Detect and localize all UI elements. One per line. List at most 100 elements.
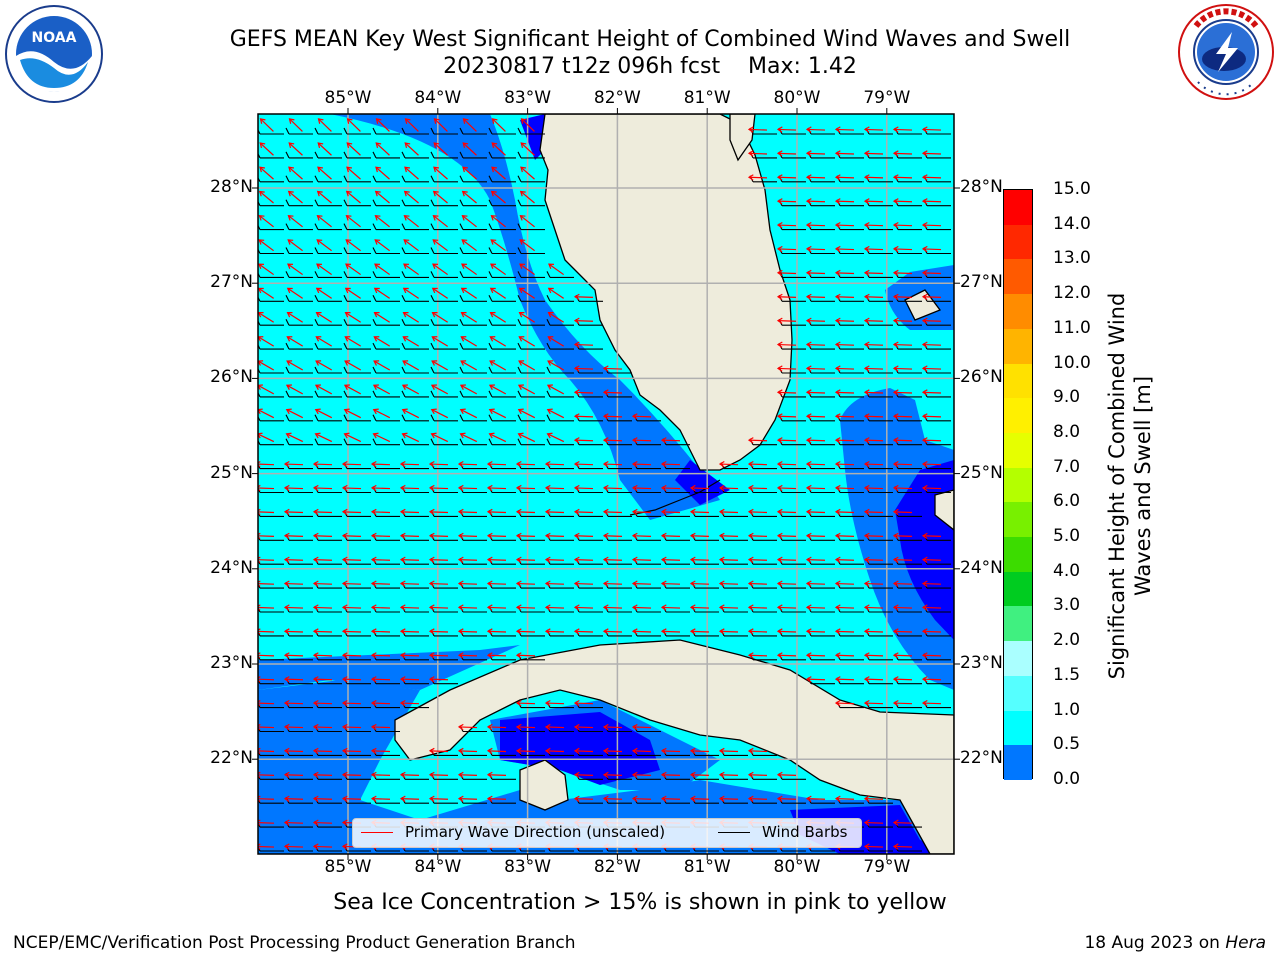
- wave-arrow-head: [689, 795, 696, 802]
- wave-arrow-head: [399, 484, 406, 492]
- wave-direction-arrow: [490, 312, 507, 323]
- wave-direction-arrow: [835, 224, 855, 227]
- wave-arrow-head: [892, 604, 899, 611]
- wave-arrow-head: [573, 437, 580, 444]
- wave-arrow-head: [515, 604, 522, 611]
- wave-arrow-head: [546, 384, 553, 390]
- wave-direction-arrow: [288, 166, 303, 180]
- wave-direction-arrow: [574, 367, 594, 370]
- wave-arrow-head: [341, 484, 348, 492]
- lat-tick-label-left: 23°N: [210, 653, 253, 673]
- wave-arrow-head: [430, 432, 437, 439]
- wave-direction-arrow: [690, 487, 710, 490]
- wave-direction-arrow: [402, 384, 420, 395]
- wave-arrow-head: [403, 239, 410, 245]
- wind-barb-flag: [517, 247, 522, 254]
- wind-barb-flag: [488, 271, 493, 278]
- wave-direction-arrow: [748, 654, 768, 657]
- wave-arrow-head: [346, 142, 353, 149]
- wave-direction-arrow: [375, 215, 390, 228]
- wave-arrow-head: [834, 460, 841, 468]
- wave-direction-arrow: [516, 487, 536, 490]
- wave-direction-arrow: [806, 391, 826, 394]
- wave-arrow-head: [490, 239, 497, 245]
- wave-direction-arrow: [632, 559, 652, 561]
- wave-arrow-head: [921, 484, 928, 492]
- wave-arrow-head: [316, 239, 323, 245]
- wave-direction-arrow: [922, 702, 942, 705]
- wave-arrow-head: [573, 532, 580, 540]
- wind-barb-flag: [401, 318, 406, 326]
- wave-direction-arrow: [545, 582, 565, 585]
- wave-arrow-head: [660, 460, 667, 468]
- wave-direction-arrow: [574, 726, 594, 729]
- wave-direction-arrow: [661, 487, 681, 490]
- wave-arrow-head: [344, 287, 351, 294]
- wave-arrow-head: [258, 723, 261, 731]
- wave-direction-arrow: [258, 287, 274, 299]
- wave-direction-arrow: [258, 239, 274, 252]
- colorbar-segment: [1004, 363, 1032, 399]
- wave-direction-arrow: [463, 118, 477, 132]
- wave-direction-arrow: [490, 239, 506, 252]
- wave-direction-arrow: [400, 487, 420, 490]
- wave-direction-arrow: [371, 702, 391, 705]
- wave-arrow-head: [892, 317, 899, 324]
- wave-arrow-head: [341, 628, 348, 635]
- wave-arrow-head: [312, 628, 319, 635]
- wind-barb-flag: [430, 223, 435, 230]
- wave-direction-arrow: [806, 415, 826, 418]
- wave-direction-arrow: [777, 391, 797, 394]
- wave-direction-arrow: [719, 559, 739, 561]
- wave-arrow-head: [834, 198, 841, 205]
- land-area: [934, 489, 954, 531]
- wave-arrow-head: [283, 580, 290, 587]
- wave-arrow-head: [520, 166, 526, 173]
- wave-direction-arrow: [516, 702, 536, 705]
- wave-direction-arrow: [259, 191, 274, 204]
- wave-arrow-head: [370, 628, 377, 635]
- wave-direction-arrow: [864, 678, 884, 681]
- wind-barb-flag: [343, 318, 348, 326]
- wave-arrow-head: [428, 580, 435, 587]
- wind-barb-flag: [343, 151, 348, 159]
- wave-arrow-head: [921, 652, 928, 659]
- wave-direction-arrow: [404, 191, 419, 204]
- wave-arrow-head: [430, 408, 437, 415]
- wave-arrow-head: [776, 652, 783, 659]
- colorbar-segment: [1004, 675, 1032, 712]
- wave-direction-arrow: [835, 367, 855, 370]
- wave-direction-arrow: [371, 774, 391, 776]
- wave-arrow-head: [312, 508, 319, 516]
- wave-direction-arrow: [922, 272, 942, 275]
- wave-direction-arrow: [458, 511, 478, 514]
- wave-arrow-head: [401, 432, 408, 439]
- colorbar-label: 1.0: [1053, 699, 1081, 720]
- wave-arrow-head: [428, 484, 435, 492]
- wave-direction-arrow: [258, 702, 275, 705]
- wave-direction-arrow: [806, 630, 826, 633]
- wave-direction-arrow: [342, 726, 362, 729]
- wave-arrow-head: [283, 460, 290, 468]
- wave-arrow-head: [921, 413, 928, 420]
- wave-arrow-head: [312, 460, 319, 468]
- wave-direction-arrow: [719, 582, 739, 585]
- wave-arrow-head: [314, 408, 321, 415]
- wave-arrow-head: [573, 795, 580, 802]
- wave-direction-arrow: [371, 463, 391, 466]
- wave-direction-arrow: [286, 433, 304, 443]
- wind-barb-flag: [488, 175, 493, 183]
- wave-direction-arrow: [893, 535, 913, 537]
- wave-direction-arrow: [719, 774, 739, 776]
- wave-arrow-head: [515, 747, 522, 755]
- wave-arrow-head: [283, 771, 290, 779]
- lat-tick-label-left: 25°N: [210, 462, 253, 483]
- wave-arrow-head: [428, 771, 435, 779]
- wave-direction-arrow: [462, 166, 477, 180]
- wave-arrow-head: [747, 460, 754, 468]
- wave-arrow-head: [776, 365, 783, 372]
- wave-arrow-head: [660, 628, 667, 635]
- wave-arrow-head: [373, 311, 380, 318]
- wave-arrow-head: [515, 699, 522, 707]
- wave-arrow-head: [805, 437, 812, 444]
